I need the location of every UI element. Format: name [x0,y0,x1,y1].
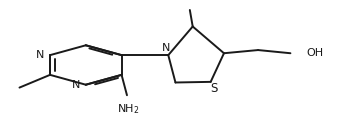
Text: NH$_2$: NH$_2$ [118,102,140,116]
Text: N: N [72,80,80,90]
Text: S: S [211,82,218,95]
Text: OH: OH [307,48,324,58]
Text: N: N [162,43,171,53]
Text: N: N [36,50,44,60]
